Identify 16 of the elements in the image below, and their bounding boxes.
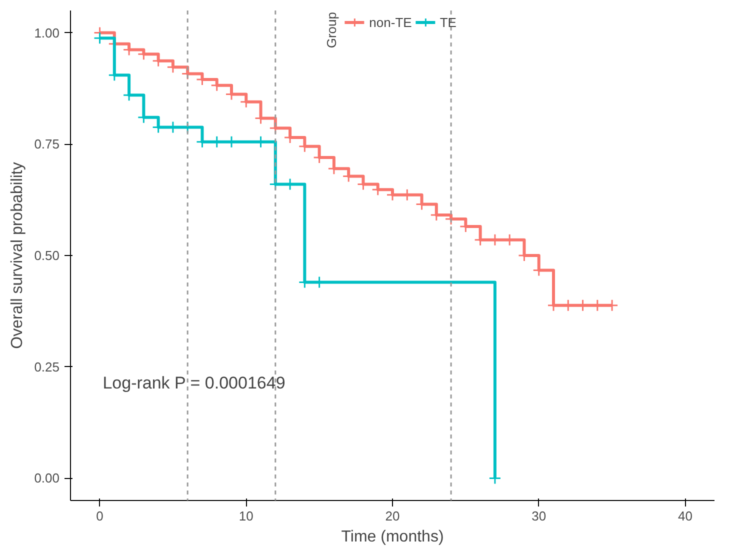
y-tick-label: 0.25	[34, 359, 60, 374]
x-tick-label: 40	[678, 508, 692, 524]
y-tick-label: 0.75	[34, 136, 60, 152]
x-tick-label: 20	[385, 508, 400, 524]
y-axis-title: Overall survival probability	[9, 162, 26, 349]
y-tick-label: 0.50	[34, 248, 60, 263]
x-axis-title: Time (months)	[341, 528, 444, 546]
x-tick-label: 30	[532, 508, 546, 524]
y-tick-label: 1.00	[34, 25, 60, 40]
x-tick-label: 10	[238, 508, 254, 524]
y-tick-label: 0.00	[34, 470, 60, 486]
x-tick-label: 0	[96, 508, 104, 524]
legend-label: non-TE	[369, 14, 412, 30]
legend-label: TE	[440, 14, 458, 30]
legend-title: Group	[324, 12, 340, 48]
annotation: Log-rank P = 0.0001649	[102, 374, 286, 393]
